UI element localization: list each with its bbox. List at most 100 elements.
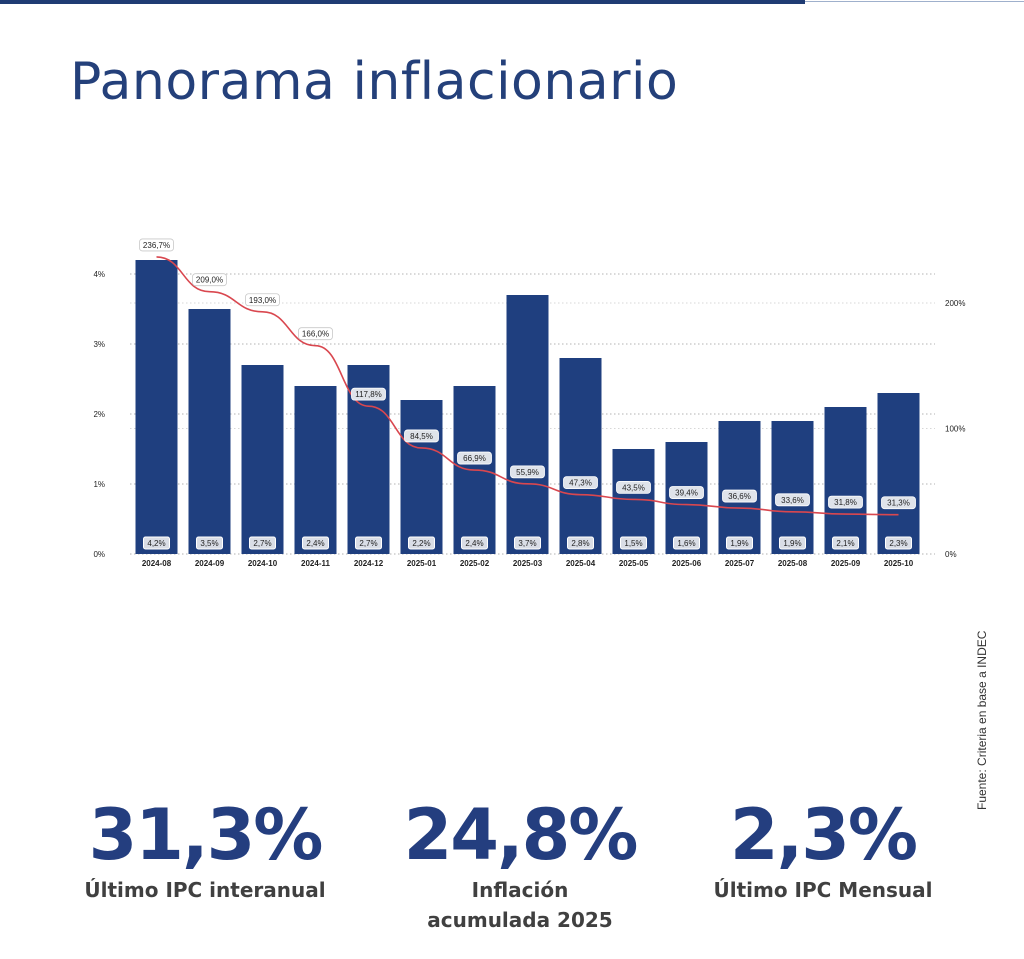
bar-label-box (408, 536, 435, 550)
bar-label-box (726, 536, 753, 550)
x-tick-label: 2025-07 (725, 559, 755, 568)
y-tick-left-label: 1% (93, 480, 105, 489)
bar (241, 365, 284, 554)
x-tick-label: 2024-10 (248, 559, 278, 568)
x-tick-label: 2024-12 (354, 559, 384, 568)
x-tick-label: 2025-10 (884, 559, 914, 568)
bar (877, 393, 920, 554)
page-title: Panorama inflacionario (70, 52, 679, 112)
line-label-box (669, 486, 704, 499)
line-label-box (298, 327, 333, 341)
line-label-box (563, 476, 598, 490)
y-tick-left-label: 4% (93, 270, 105, 279)
line-label-box (722, 489, 757, 503)
line-value-label: 33,6% (781, 496, 804, 505)
interannual-line (156, 256, 899, 516)
bar (294, 386, 337, 554)
top-rule (0, 0, 805, 4)
bar-label-box (302, 536, 329, 550)
bar-label-box (249, 536, 276, 550)
bar-value-label: 2,4% (306, 539, 324, 548)
bar-label-box (832, 536, 859, 550)
bar-value-label: 1,6% (677, 539, 695, 548)
y-tick-left-label: 2% (93, 410, 105, 419)
bar-value-label: 2,4% (465, 539, 483, 548)
bar-value-label: 2,1% (836, 539, 854, 548)
bar (188, 309, 231, 554)
line-label-box (828, 495, 863, 509)
line-value-label: 166,0% (302, 330, 329, 339)
kpi-accumulated-value: 24,8% (403, 794, 639, 876)
y-tick-left-label: 0% (93, 550, 105, 559)
bar-label-box (673, 536, 700, 550)
line-value-label: 117,8% (355, 390, 382, 399)
line-value-label: 47,3% (569, 479, 592, 488)
kpi-accumulated: 24,8% Inflación acumulada 2025 (370, 795, 670, 935)
bar-label-box (355, 536, 382, 550)
bar-value-label: 1,9% (783, 539, 801, 548)
x-tick-label: 2024-08 (142, 559, 172, 568)
line-label-box (510, 465, 545, 479)
line-label-box (245, 293, 280, 307)
line-value-label: 43,5% (622, 483, 645, 492)
bar-value-label: 4,2% (147, 539, 165, 548)
bar-label-box (620, 536, 647, 550)
bar-label-box (461, 536, 488, 550)
bar-label-box (885, 536, 912, 550)
y-tick-left-label: 3% (93, 340, 105, 349)
kpi-monthly-label: Último IPC Mensual (713, 878, 933, 902)
bar-value-label: 2,7% (359, 539, 377, 548)
line-label-box (404, 429, 439, 443)
top-rule-thin (805, 1, 1024, 2)
bar (506, 295, 549, 554)
bar-value-label: 2,3% (889, 539, 907, 548)
line-value-label: 236,7% (143, 241, 170, 250)
bar-value-label: 3,7% (518, 539, 536, 548)
line-value-label: 31,8% (834, 498, 857, 507)
bar-value-label: 1,9% (730, 539, 748, 548)
x-tick-label: 2025-05 (619, 559, 649, 568)
bar-value-label: 2,7% (253, 539, 271, 548)
y-tick-right-label: 0% (945, 550, 957, 559)
source-note: Fuente: Criteria en base a INDEC (975, 630, 989, 810)
x-tick-label: 2024-11 (301, 559, 330, 568)
line-label-box (616, 481, 651, 494)
bar (559, 358, 602, 554)
line-label-box (881, 496, 916, 510)
line-value-label: 193,0% (249, 296, 276, 305)
bar (718, 421, 761, 554)
line-value-label: 55,9% (516, 468, 539, 477)
line-label-box (457, 451, 492, 465)
bar-value-label: 1,5% (624, 539, 642, 548)
line-label-box (775, 493, 810, 507)
bar-value-label: 2,8% (571, 539, 589, 548)
kpi-interannual-label: Último IPC interanual (84, 878, 326, 902)
line-label-box (192, 273, 227, 287)
kpi-monthly-value: 2,3% (729, 794, 918, 876)
kpi-monthly: 2,3% Último IPC Mensual (673, 795, 973, 905)
x-tick-label: 2025-09 (831, 559, 861, 568)
bar-label-box (514, 536, 541, 550)
bar-label-box (196, 536, 223, 550)
line-value-label: 36,6% (728, 492, 751, 501)
bar-label-box (143, 536, 170, 550)
x-tick-label: 2025-04 (566, 559, 596, 568)
line-value-label: 84,5% (410, 432, 433, 441)
inflation-chart: 0% 1% 2% 3% 4% 0% 100% 200% 4,2% 3,5% 2,7% 2,4% 2,7%… (93, 238, 965, 568)
bar-value-label: 2,2% (412, 539, 430, 548)
x-tick-label: 2025-06 (672, 559, 702, 568)
kpi-interannual-value: 31,3% (88, 794, 324, 876)
x-tick-label: 2024-09 (195, 559, 225, 568)
line-label-box (139, 238, 174, 252)
bar (135, 260, 178, 554)
kpi-accumulated-label: Inflación acumulada 2025 (427, 878, 613, 932)
x-tick-label: 2025-03 (513, 559, 543, 568)
bar (824, 407, 867, 554)
x-tick-label: 2025-02 (460, 559, 490, 568)
line-value-label: 209,0% (196, 276, 223, 285)
bar-value-label: 3,5% (200, 539, 218, 548)
kpi-interannual: 31,3% Último IPC interanual (55, 795, 355, 905)
bar-label-box (779, 536, 806, 550)
line-label-box (351, 387, 386, 401)
line-value-label: 39,4% (675, 489, 698, 498)
